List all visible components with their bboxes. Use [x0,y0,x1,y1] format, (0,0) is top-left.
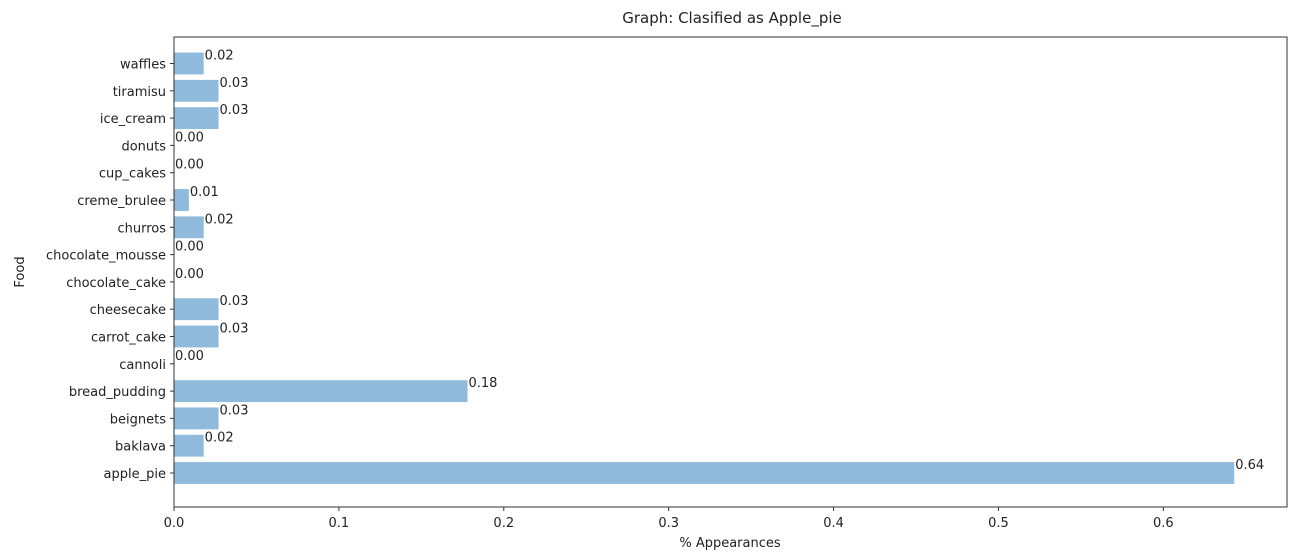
x-tick-label: 0.0 [164,516,185,531]
y-tick-label-creme-brulee: creme_brulee [77,194,166,209]
y-tick-label-cheesecake: cheesecake [90,303,166,318]
y-tick-label-chocolate-cake: chocolate_cake [66,276,166,291]
bar-value-label-bread-pudding: 0.18 [469,376,498,391]
bar-value-label-apple-pie: 0.64 [1235,458,1264,473]
y-tick-label-bread-pudding: bread_pudding [69,385,166,400]
y-tick-label-tiramisu: tiramisu [113,85,166,100]
bar-value-label-donuts: 0.00 [175,130,204,145]
bar-value-label-waffles: 0.02 [205,49,234,64]
bar-value-label-chocolate-cake: 0.00 [175,267,204,282]
bar-value-label-beignets: 0.03 [220,403,249,418]
y-tick-label-churros: churros [117,221,166,236]
y-tick-label-apple-pie: apple_pie [104,467,166,482]
bar-value-label-ice-cream: 0.03 [220,103,249,118]
y-tick-label-baklava: baklava [115,440,166,455]
bar-value-label-cheesecake: 0.03 [220,294,249,309]
plot-area-frame [173,36,1288,508]
bar-cheesecake [174,298,219,321]
bar-tiramisu [174,79,219,102]
bar-value-label-tiramisu: 0.03 [220,76,249,91]
x-axis-title: % Appearances [679,536,781,551]
bar-baklava [174,434,204,457]
y-tick-label-carrot-cake: carrot_cake [91,331,166,346]
y-tick-label-chocolate-mousse: chocolate_mousse [46,249,166,264]
y-tick-label-cannoli: cannoli [119,358,166,373]
bar-churros [174,216,204,239]
bar-creme-brulee [174,189,189,211]
bar-value-label-baklava: 0.02 [205,431,234,446]
x-tick-label: 0.6 [1153,516,1174,531]
y-tick-label-waffles: waffles [120,58,166,73]
bar-ice-cream [174,107,219,130]
bar-value-label-carrot-cake: 0.03 [220,322,249,337]
y-tick-label-cup-cakes: cup_cakes [99,167,166,182]
x-tick-label: 0.4 [823,516,844,531]
y-axis-title: Food [13,256,28,287]
bar-waffles [174,52,204,75]
bar-carrot-cake [174,325,219,348]
bar-bread-pudding [174,380,468,403]
bar-value-label-creme-brulee: 0.01 [190,185,219,200]
x-tick-label: 0.3 [658,516,679,531]
x-tick-label: 0.2 [493,516,514,531]
bars-group: 0.640.020.030.180.000.030.030.000.000.02… [174,49,1264,484]
ticks-group: apple_pie baklava beignets bread_pudding can… [46,58,1174,532]
chart-title: Graph: Clasified as Apple_pie [622,9,842,28]
bar-value-label-cannoli: 0.00 [175,349,204,364]
bar-value-label-chocolate-mousse: 0.00 [175,240,204,255]
bar-value-label-cup-cakes: 0.00 [175,158,204,173]
bar-value-label-churros: 0.02 [205,212,234,227]
bar-apple-pie [174,462,1235,484]
y-tick-label-beignets: beignets [110,412,166,427]
x-tick-label: 0.5 [988,516,1009,531]
y-tick-label-ice-cream: ice_cream [100,112,166,127]
bar-beignets [174,407,219,430]
y-tick-label-donuts: donuts [121,139,166,154]
x-tick-label: 0.1 [329,516,350,531]
